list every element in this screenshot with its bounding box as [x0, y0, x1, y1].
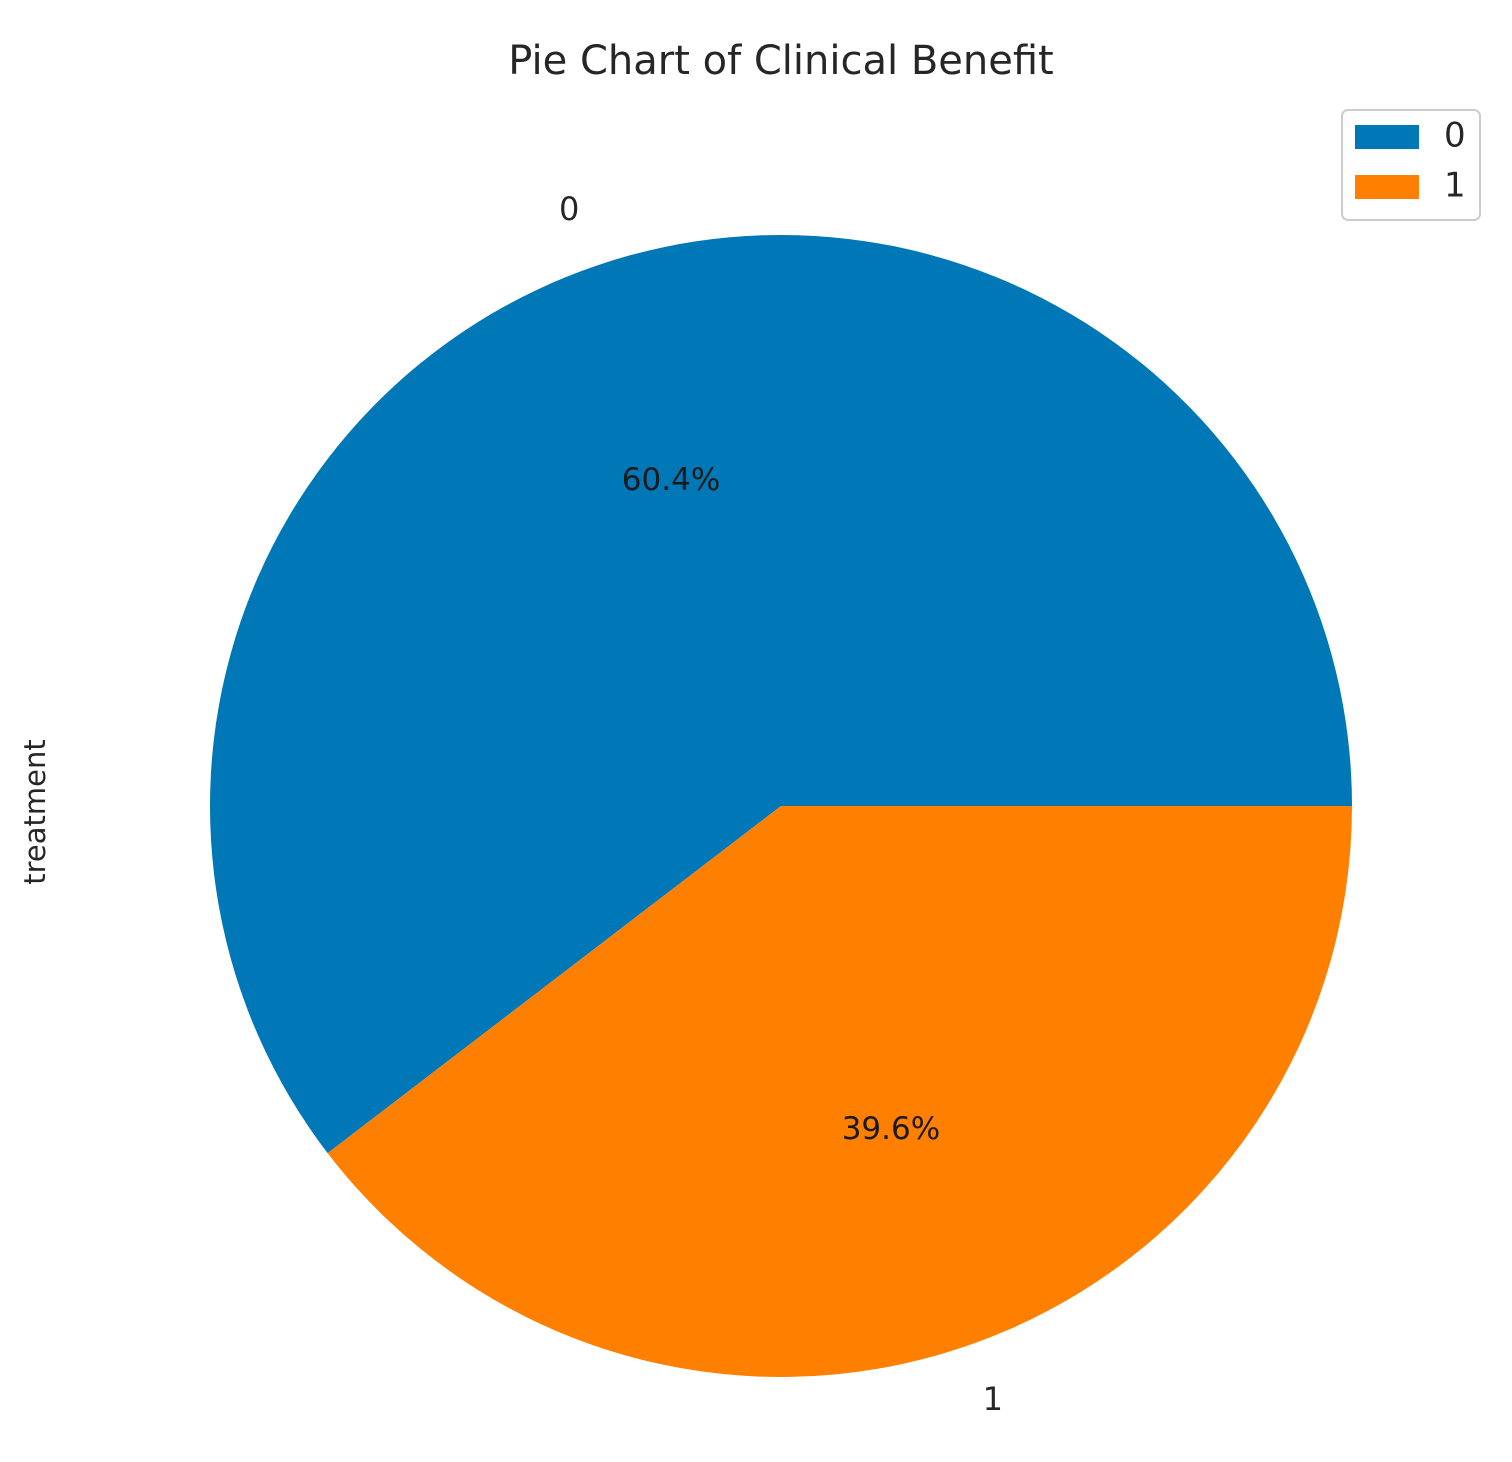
percent-label-1: 39.6%	[842, 1111, 940, 1147]
pie-labels: 0 60.4% 1 39.6%	[559, 190, 1003, 1418]
slice-label-0: 0	[559, 190, 579, 228]
legend-label-0: 0	[1444, 116, 1466, 156]
legend-label-1: 1	[1444, 166, 1466, 206]
pie-slice-1	[327, 806, 1352, 1377]
slice-label-1: 1	[983, 1380, 1003, 1418]
chart-title: Pie Chart of Clinical Benefit	[508, 38, 1053, 84]
legend-items: 01	[1355, 116, 1466, 206]
legend: 01	[1341, 109, 1481, 221]
y-axis-label: treatment	[18, 739, 52, 884]
legend-swatch-0	[1355, 125, 1419, 149]
pie-slices	[209, 234, 1352, 1377]
pie-slice-0	[209, 234, 1352, 1154]
percent-label-0: 60.4%	[622, 462, 720, 498]
legend-swatch-1	[1355, 175, 1419, 199]
